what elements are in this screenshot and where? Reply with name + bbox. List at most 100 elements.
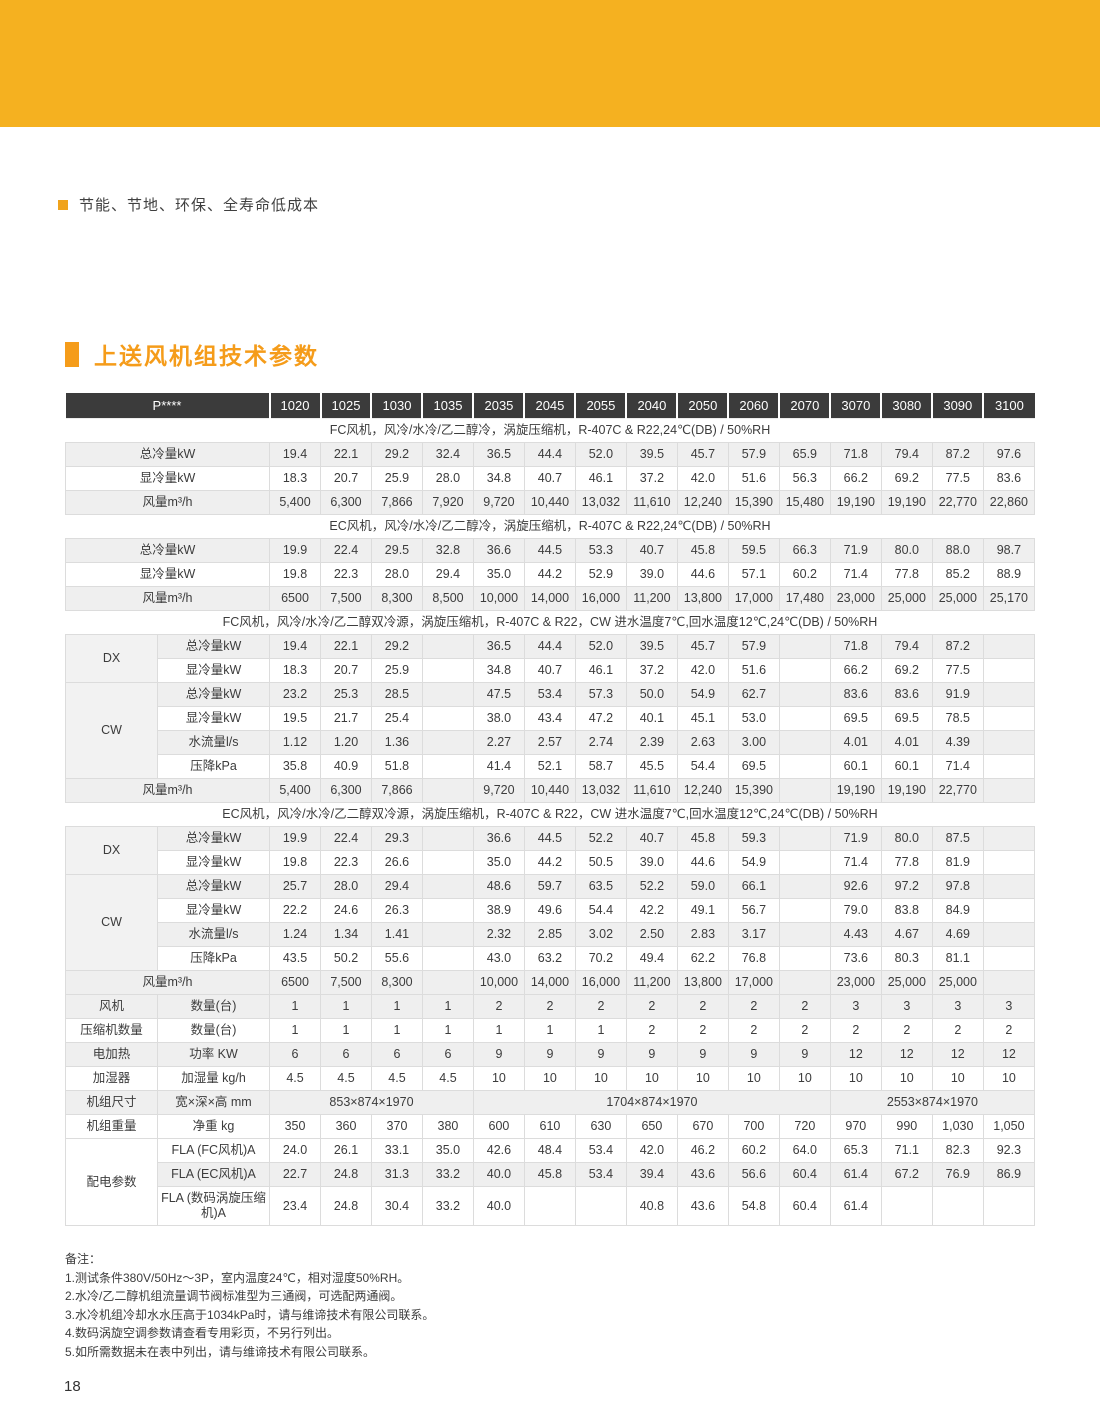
value-cell: 84.9 [931,898,984,923]
row-label-cell: FLA (EC风机)A [156,1162,271,1187]
value-cell: 1 [269,994,321,1019]
value-cell: 44.4 [523,442,576,467]
value-cell: 37.2 [625,658,678,683]
feature-bullet-row: 节能、节地、环保、全寿命低成本 [58,194,319,215]
value-cell [421,898,474,923]
value-cell: 1.36 [370,730,423,755]
value-cell: 25,000 [880,970,933,995]
value-cell: 4.5 [370,1066,423,1091]
value-cell: 1 [421,1018,474,1043]
note-line: 3.水冷机组冷却水水压高于1034kPa时，请与维谛技术有限公司联系。 [65,1307,435,1322]
value-cell [982,730,1036,755]
value-cell [421,970,474,995]
section-header-row: FC风机，风冷/水冷/乙二醇冷，涡旋压缩机，R-407C & R22,24℃(D… [65,418,1035,443]
model-column-header: 3100 [982,393,1035,419]
value-cell: 79.4 [880,634,933,659]
table-row: 风量m³/h 6500 7,500 8,300 8,500 10,000 14,000 16,… [64,586,1036,611]
value-cell: 39.5 [625,442,678,467]
value-cell: 1.20 [320,730,372,755]
value-cell: 23,000 [829,970,882,995]
table-row: 总冷量kW 19.4 22.1 29.2 32.4 36.5 44.4 52.0 39.5 45.… [64,442,1036,467]
value-cell: 44.2 [523,850,576,875]
value-cell: 2 [625,994,678,1019]
value-cell: 49.6 [523,898,576,923]
row-group-cell: DX [65,634,158,683]
value-cell: 60.4 [778,1162,831,1187]
feature-bullet-text: 节能、节地、环保、全寿命低成本 [79,197,320,214]
model-column-header: 3080 [880,393,933,419]
value-cell: 63.2 [523,946,576,971]
row-label-cell: 总冷量kW [156,682,271,707]
value-cell: 17,000 [727,586,780,611]
value-cell: 10,440 [523,778,576,803]
value-cell: 1 [472,1018,525,1043]
value-cell: 1.12 [269,730,321,755]
value-cell: 43.0 [472,946,525,971]
value-cell: 23.4 [269,1186,321,1226]
value-cell: 51.6 [727,658,780,683]
value-cell [982,706,1036,731]
value-cell: 36.5 [472,442,525,467]
value-cell: 15,390 [727,778,780,803]
table-row: FC风机，风冷/水冷/乙二醇双冷源，涡旋压缩机，R-407C & R22，CW … [65,610,1035,635]
value-cell: 9,720 [472,490,525,515]
value-cell: 80.0 [880,826,933,851]
value-cell: 71.4 [829,850,882,875]
value-cell: 19.8 [269,562,321,587]
table-row: 风量m³/h 5,400 6,300 7,866 9,720 10,440 13,032 11… [64,778,1036,803]
table-row: 机组尺寸 宽×深×高 mm 853×874×1970 1704×874×1970 255… [65,1090,1036,1115]
row-group-cell: 机组尺寸 [65,1090,158,1115]
value-cell: 87.2 [931,634,984,659]
value-cell: 54.8 [727,1186,780,1226]
value-cell: 1 [370,1018,423,1043]
model-column-header: 1020 [268,393,321,419]
value-cell [982,658,1036,683]
value-cell: 39.0 [625,562,678,587]
value-cell: 30.4 [370,1186,423,1226]
value-cell: 2 [523,994,576,1019]
model-header-cell: P**** [65,393,270,419]
row-label-cell: 水流量l/s [156,922,271,947]
value-cell: 700 [727,1114,780,1139]
value-cell: 1 [574,1018,627,1043]
row-label-cell: 风量m³/h [64,970,271,995]
value-cell: 2 [778,1018,831,1043]
value-cell: 26.6 [370,850,423,875]
value-cell: 11,610 [625,778,678,803]
model-column-header: 3070 [829,393,882,419]
value-cell: 19.4 [269,442,321,467]
value-cell: 21.7 [320,706,372,731]
row-label-cell: 数量(台) [156,994,271,1019]
value-cell [574,1186,627,1226]
value-cell: 66.3 [778,538,831,563]
value-cell: 630 [574,1114,627,1139]
value-cell: 13,800 [676,970,729,995]
value-cell: 2 [727,994,780,1019]
notes-title: 备注： [65,1252,102,1266]
row-label-cell: 总冷量kW [156,634,271,659]
table-row: 显冷量kW 18.3 20.7 25.9 34.8 40.7 46.1 37.2 42.0 51.… [66,658,1036,683]
value-cell [982,754,1036,779]
value-cell: 45.8 [523,1162,576,1187]
value-cell: 9 [574,1042,627,1067]
row-label-cell: 显冷量kW [156,658,271,683]
value-cell [982,970,1036,995]
value-cell: 7,866 [370,778,423,803]
value-cell: 26.1 [320,1138,372,1163]
value-cell: 19.9 [269,538,321,563]
table-row: 显冷量kW 18.3 20.7 25.9 28.0 34.8 40.7 46.1 37.2 42.… [64,466,1036,491]
section-header-row: EC风机，风冷/水冷/乙二醇冷，涡旋压缩机，R-407C & R22,24℃(D… [65,514,1035,539]
table-row: 电加热 功率 KW 6 6 6 6 9 9 9 9 9 9 9 12 12 12 12 [65,1042,1036,1067]
value-cell: 13,032 [574,778,627,803]
value-cell: 25,000 [931,586,984,611]
value-cell [778,826,831,851]
table-header-row: P**** 1020 1025 1030 1035 2035 2045 2055 2040 205… [65,393,1035,419]
value-cell: 71.4 [931,754,984,779]
value-cell: 2 [829,1018,882,1043]
table-row: 配电参数 FLA (FC风机)A 24.0 26.1 33.1 35.0 42.6 48.4 5… [65,1138,1036,1226]
value-cell: 25,000 [880,586,933,611]
value-cell: 19.5 [269,706,321,731]
value-cell [421,850,474,875]
table-row: DX 总冷量kW 19.9 22.4 29.3 36.6 44.5 52.2 40.7 45.8 5… [65,826,1036,875]
value-cell: 97.2 [880,874,933,899]
